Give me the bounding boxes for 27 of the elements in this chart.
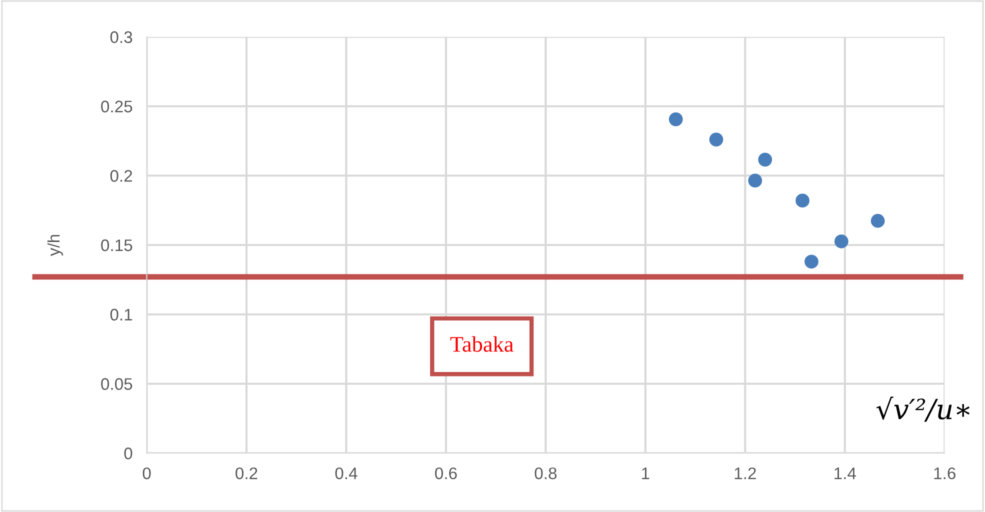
y-tick-label: 0.05 [101, 378, 132, 390]
x-tick-label: 1.6 [934, 467, 956, 480]
point [796, 194, 810, 208]
y-tick-label: 0.2 [110, 170, 132, 182]
point [870, 214, 885, 228]
point [668, 112, 683, 126]
x-tick-label: 0.6 [435, 467, 457, 480]
point [834, 234, 848, 248]
y-tick-label: 0.15 [101, 239, 132, 252]
x-tick-label: 1 [642, 468, 650, 480]
y-tick-label: 0.1 [110, 308, 132, 321]
x-tick-label: 0.4 [335, 467, 358, 480]
x-tick-label: 0.2 [236, 467, 258, 480]
point [709, 132, 724, 146]
x-tick-label: 1.4 [834, 468, 856, 480]
y-tick-label: 0.25 [101, 100, 132, 112]
point [748, 174, 762, 188]
point [804, 254, 818, 269]
ref-line-label: Tabaka [450, 336, 514, 352]
y-axis-title: y/h [47, 234, 63, 256]
point [758, 152, 772, 167]
y-tick-label: 0 [124, 448, 132, 460]
x-tick-label: 0.8 [534, 467, 557, 480]
x-tick-label: 0 [142, 467, 151, 480]
x-axis-title: √v′²/u∗ [876, 396, 970, 422]
y-tick-label: 0.3 [110, 31, 132, 44]
x-tick-label: 1.2 [734, 467, 756, 480]
